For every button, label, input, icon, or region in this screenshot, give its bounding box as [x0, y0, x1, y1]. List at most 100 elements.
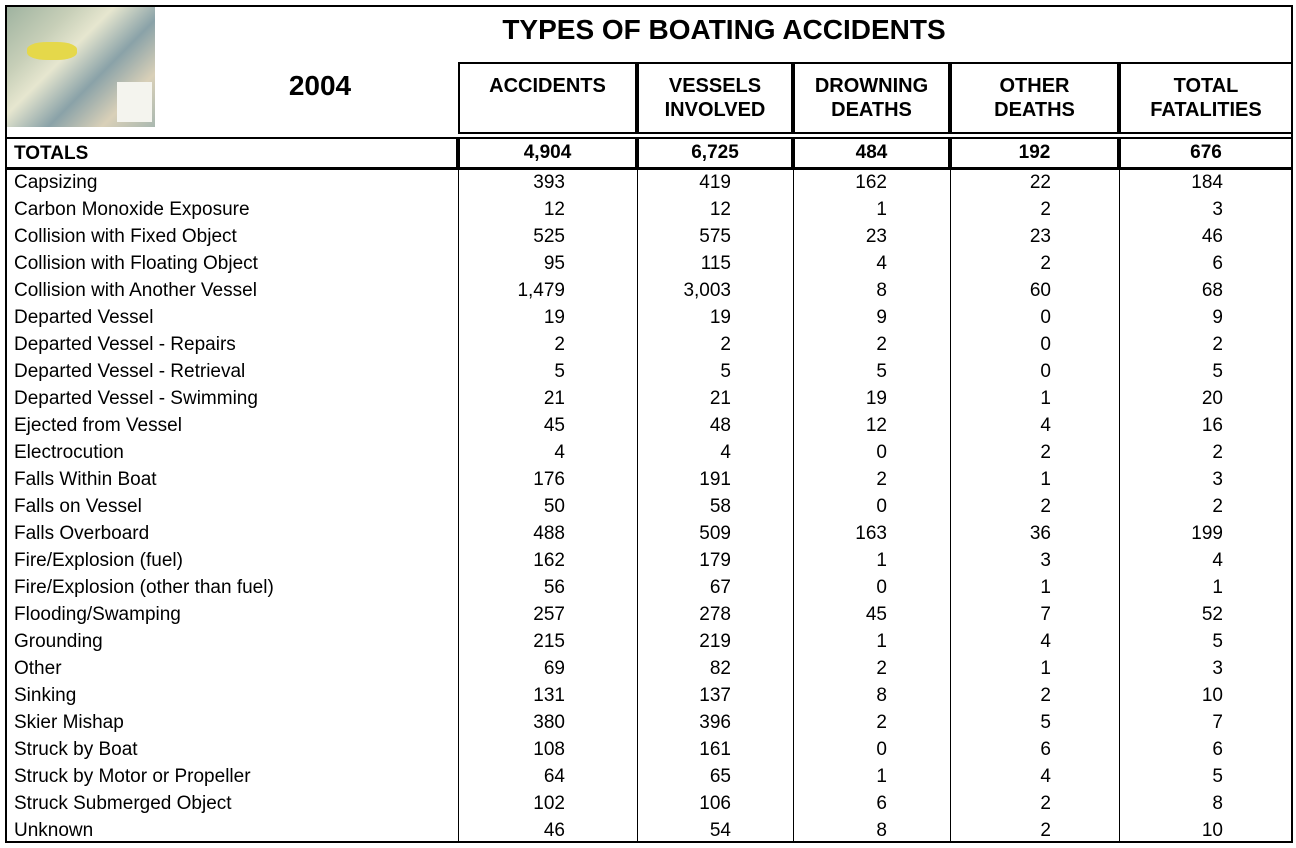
row-value: 68: [1201, 280, 1223, 301]
row-value: 137: [699, 685, 731, 706]
row-value: 22: [1029, 172, 1051, 193]
row-value: 509: [699, 523, 731, 544]
column-header: OTHER DEATHS: [950, 62, 1119, 134]
row-value: 2: [1040, 253, 1051, 274]
row-value: 1: [876, 550, 887, 571]
totals-value: 676: [1119, 137, 1293, 169]
row-label: Grounding: [14, 631, 103, 652]
row-value: 179: [699, 550, 731, 571]
row-value: 12: [543, 199, 565, 220]
data-frame: [5, 168, 1293, 843]
row-value: 52: [1201, 604, 1223, 625]
row-value: 1: [876, 199, 887, 220]
row-value: 65: [709, 766, 731, 787]
row-value: 1: [876, 766, 887, 787]
row-label: Ejected from Vessel: [14, 415, 182, 436]
column-divider: [950, 168, 951, 843]
year: 2004: [288, 70, 352, 101]
row-value: 2: [1212, 334, 1223, 355]
row-value: 2: [876, 469, 887, 490]
row-value: 8: [876, 685, 887, 706]
totals-value: 192: [950, 137, 1119, 169]
column-header-line: OTHER: [999, 75, 1070, 97]
column-header-line: DROWNING: [814, 75, 929, 97]
row-value: 2: [1040, 442, 1051, 463]
row-value: 19: [543, 307, 565, 328]
row-value: 69: [543, 658, 565, 679]
column-header: VESSELS INVOLVED: [637, 62, 793, 134]
row-value: 2: [876, 658, 887, 679]
row-value: 380: [533, 712, 565, 733]
row-value: 6: [1212, 739, 1223, 760]
row-label: Skier Mishap: [14, 712, 124, 733]
row-value: 36: [1029, 523, 1051, 544]
row-value: 82: [709, 658, 731, 679]
row-value: 4: [1040, 415, 1051, 436]
row-value: 16: [1201, 415, 1223, 436]
row-value: 257: [533, 604, 565, 625]
row-value: 393: [533, 172, 565, 193]
row-value: 8: [876, 280, 887, 301]
totals-value: 6,725: [637, 137, 793, 169]
row-value: 2: [1040, 793, 1051, 814]
row-value: 0: [1040, 361, 1051, 382]
row-value: 19: [709, 307, 731, 328]
row-value: 20: [1201, 388, 1223, 409]
row-value: 5: [1040, 712, 1051, 733]
row-value: 2: [720, 334, 731, 355]
row-value: 162: [855, 172, 887, 193]
row-value: 2: [1040, 820, 1051, 841]
row-value: 176: [533, 469, 565, 490]
row-value: 525: [533, 226, 565, 247]
row-value: 0: [876, 739, 887, 760]
row-value: 2: [1040, 685, 1051, 706]
row-value: 23: [1029, 226, 1051, 247]
row-label: Electrocution: [14, 442, 124, 463]
row-value: 21: [543, 388, 565, 409]
row-label: Departed Vessel - Swimming: [14, 388, 258, 409]
row-value: 4: [720, 442, 731, 463]
row-value: 21: [709, 388, 731, 409]
row-value: 64: [543, 766, 565, 787]
row-label: Departed Vessel - Retrieval: [14, 361, 246, 382]
row-value: 215: [533, 631, 565, 652]
row-value: 106: [699, 793, 731, 814]
column-header-line: FATALITIES: [1150, 99, 1262, 121]
row-value: 2: [1040, 199, 1051, 220]
row-value: 3,003: [683, 280, 731, 301]
row-value: 10: [1201, 685, 1223, 706]
row-value: 184: [1191, 172, 1223, 193]
row-value: 163: [855, 523, 887, 544]
column-header-line: ACCIDENTS: [489, 75, 606, 97]
row-value: 2: [554, 334, 565, 355]
totals-value: 484: [793, 137, 950, 169]
row-label: Flooding/Swamping: [14, 604, 181, 625]
row-value: 5: [1212, 631, 1223, 652]
column-divider: [1119, 168, 1120, 843]
row-value: 7: [1212, 712, 1223, 733]
row-value: 161: [699, 739, 731, 760]
row-label: Departed Vessel: [14, 307, 154, 328]
row-label: Sinking: [14, 685, 77, 706]
column-header-line: DEATHS: [831, 99, 912, 121]
row-value: 9: [876, 307, 887, 328]
row-value: 12: [709, 199, 731, 220]
row-value: 4: [876, 253, 887, 274]
row-value: 2: [1212, 496, 1223, 517]
row-value: 396: [699, 712, 731, 733]
column-header: TOTAL FATALITIES: [1119, 62, 1293, 134]
row-value: 488: [533, 523, 565, 544]
boat: [117, 82, 152, 122]
row-value: 8: [1212, 793, 1223, 814]
row-label: Departed Vessel - Repairs: [14, 334, 236, 355]
row-value: 5: [554, 361, 565, 382]
row-value: 3: [1040, 550, 1051, 571]
row-value: 0: [1040, 334, 1051, 355]
row-value: 60: [1029, 280, 1051, 301]
row-value: 1,479: [517, 280, 565, 301]
row-value: 4: [1040, 631, 1051, 652]
row-label: Falls Within Boat: [14, 469, 157, 490]
row-value: 67: [709, 577, 731, 598]
row-value: 3: [1212, 658, 1223, 679]
column-divider: [637, 168, 638, 843]
